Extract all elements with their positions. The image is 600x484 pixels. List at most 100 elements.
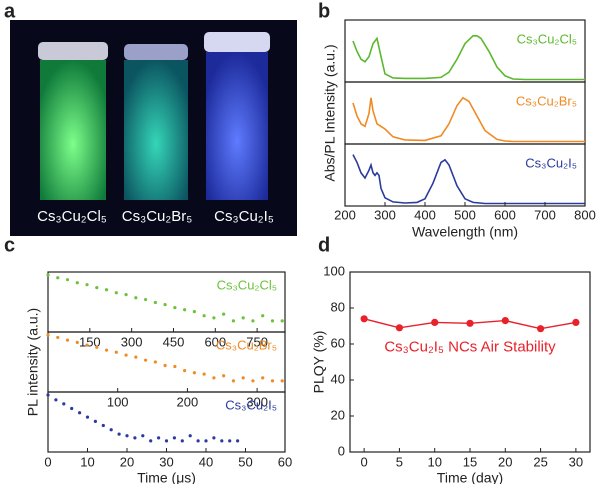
decay-point [261, 376, 265, 380]
plqy-point [536, 325, 545, 333]
x-tick-label: 0 [44, 454, 51, 469]
series-label: Cs₃Cu₂Br₅ [216, 337, 277, 352]
decay-point [280, 319, 284, 323]
x-tick-label: 750 [246, 334, 268, 349]
decay-point [85, 343, 89, 347]
decay-point [54, 398, 58, 402]
x-tick-label: 100 [107, 394, 129, 409]
decay-point [196, 439, 200, 443]
decay-point [251, 319, 255, 323]
x-tick-label: 30 [159, 454, 173, 469]
decay-point [183, 308, 187, 312]
decay-point [220, 439, 224, 443]
decay-point [222, 374, 226, 378]
x-axis-label: Time (day) [437, 470, 503, 484]
decay-point [192, 371, 196, 375]
decay-point [143, 358, 148, 362]
decay-point [251, 379, 255, 383]
decay-point [46, 273, 50, 277]
decay-point [202, 372, 206, 376]
photo-label: Cs₃Cu₂Br₅ [122, 208, 192, 225]
photo-label: Cs₃Cu₂Cl₅ [37, 208, 107, 225]
decay-point [204, 439, 208, 443]
decay-point [109, 428, 113, 432]
x-tick-label: 15 [463, 454, 477, 469]
decay-point [212, 436, 216, 440]
decay-point [114, 291, 118, 295]
x-tick-label: 800 [574, 207, 596, 222]
decay-point [212, 376, 216, 380]
x-tick-label: 40 [199, 454, 213, 469]
decay-point [85, 283, 89, 287]
x-tick-label: 600 [494, 207, 516, 222]
x-tick-label: 25 [533, 454, 547, 469]
decay-point [261, 314, 265, 318]
x-axis-label: Time (μs) [137, 470, 196, 484]
decay-point [143, 297, 148, 302]
decay-point [134, 296, 138, 300]
x-axis-label: Wavelength (nm) [412, 224, 518, 240]
decay-point [188, 434, 192, 438]
decay-point [149, 439, 153, 443]
x-tick-label: 200 [334, 207, 356, 222]
decay-point [212, 316, 216, 320]
decay-point [75, 281, 79, 285]
decay-point [241, 316, 245, 320]
decay-point [180, 439, 184, 443]
panel-letter: c [4, 234, 15, 256]
y-tick-label: 20 [331, 407, 345, 422]
decay-point [85, 415, 90, 419]
decay-point [133, 436, 137, 440]
decay-point [241, 376, 245, 380]
decay-point [173, 364, 177, 369]
decay-point [117, 432, 121, 436]
x-tick-label: 150 [79, 334, 101, 349]
axes-frame [344, 19, 586, 83]
panel-letter: d [318, 234, 330, 256]
decay-point [124, 293, 128, 297]
plqy-point [395, 324, 404, 332]
decay-point [46, 333, 50, 337]
decay-point [157, 436, 161, 440]
series-label: Cs₃Cu₂Cl₅ [517, 31, 577, 46]
series-label: Cs₃Cu₂Cl₅ [217, 277, 277, 292]
x-tick-label: 30 [569, 454, 583, 469]
decay-point [101, 423, 105, 428]
spectrum-line [352, 96, 585, 143]
x-tick-label: 400 [414, 207, 436, 222]
photo-label: Cs₃Cu₂I₅ [214, 208, 274, 225]
y-axis-label: Abs/PL Intensity (a.u.) [322, 44, 338, 181]
spectrum-line [352, 154, 585, 205]
decay-point [280, 379, 284, 383]
decay-point [153, 300, 157, 305]
plqy-point [360, 315, 368, 323]
spectrum-line [352, 35, 585, 81]
series-label: Cs₃Cu₂Br₅ [516, 93, 577, 108]
panel-letter: a [4, 0, 16, 22]
x-tick-label: 200 [177, 394, 199, 409]
axes-frame [349, 271, 591, 453]
x-tick-label: 500 [454, 207, 476, 222]
decay-point [56, 276, 60, 280]
x-tick-label: 600 [204, 334, 226, 349]
series-label: Cs₃Cu₂I₅ [225, 397, 277, 412]
decay-point [163, 363, 167, 368]
decay-point [75, 340, 79, 344]
x-tick-label: 300 [121, 334, 143, 349]
x-tick-label: 700 [534, 207, 556, 222]
y-axis-label: PLQY (%) [311, 331, 327, 394]
decay-point [270, 379, 275, 383]
x-tick-label: 60 [278, 454, 292, 469]
decay-point [56, 335, 60, 340]
decay-point [104, 288, 109, 292]
panel-letter: b [318, 0, 330, 22]
decay-point [222, 312, 226, 316]
decay-point [124, 353, 128, 357]
plqy-point [466, 319, 474, 327]
decay-point [228, 439, 232, 443]
decay-point [141, 434, 145, 438]
decay-point [95, 286, 99, 290]
plqy-point [431, 318, 439, 326]
x-tick-label: 20 [120, 454, 134, 469]
decay-point [62, 402, 66, 406]
